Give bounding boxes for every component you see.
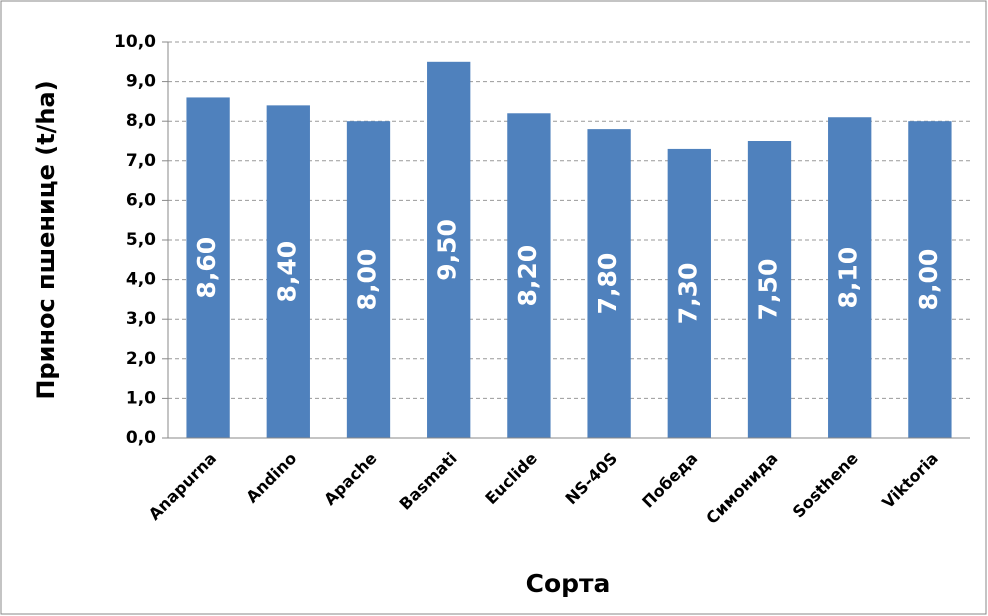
- bar: [747, 141, 792, 438]
- value-label: 8,00: [914, 249, 943, 311]
- x-axis-title: Сорта: [526, 569, 611, 598]
- y-tick-label: 5,0: [126, 230, 156, 250]
- y-tick-label: 8,0: [126, 111, 156, 131]
- y-tick-label: 7,0: [126, 151, 156, 171]
- bar: [507, 113, 551, 438]
- bar: [186, 97, 230, 438]
- y-tick-label: 1,0: [126, 388, 156, 408]
- y-tick-label: 3,0: [126, 309, 156, 329]
- y-tick-label: 2,0: [126, 349, 156, 369]
- value-label: 8,20: [513, 245, 542, 307]
- value-label: 8,10: [834, 247, 863, 309]
- bar: [427, 61, 471, 439]
- value-label: 8,60: [192, 237, 221, 299]
- y-tick-label: 4,0: [126, 270, 156, 290]
- bar: [346, 121, 391, 438]
- bar: [667, 148, 711, 439]
- bar: [908, 121, 952, 438]
- y-tick-label: 10,0: [114, 32, 156, 52]
- y-axis-title: Принос пшенице (t/ha): [32, 80, 60, 399]
- bar: [266, 105, 310, 439]
- bar: [828, 117, 872, 439]
- value-label: 7,30: [673, 263, 702, 325]
- value-label: 8,00: [353, 249, 382, 311]
- value-label: 8,40: [272, 241, 301, 303]
- y-tick-label: 0,0: [126, 428, 156, 448]
- bar: [587, 129, 631, 438]
- value-label: 7,50: [754, 259, 783, 321]
- value-label: 7,80: [593, 253, 622, 315]
- value-label: 9,50: [433, 219, 462, 281]
- y-tick-label: 6,0: [126, 190, 156, 210]
- y-tick-label: 9,0: [126, 72, 156, 92]
